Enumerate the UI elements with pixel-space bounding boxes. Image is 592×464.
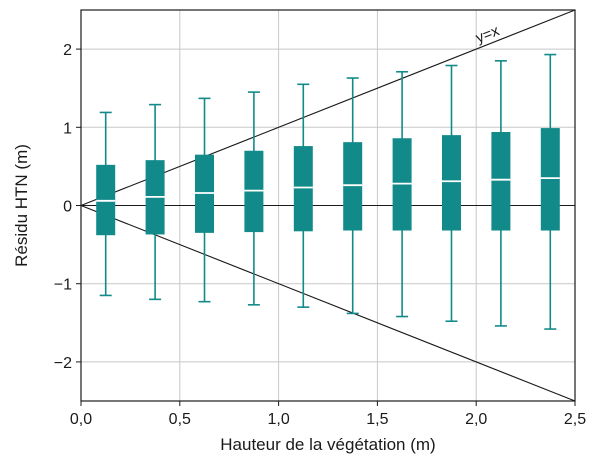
x-axis-label: Hauteur de la végétation (m) (220, 435, 435, 454)
y-axis-label: Résidu HTN (m) (12, 144, 31, 267)
box-iqr (491, 131, 511, 231)
box-group (244, 91, 264, 306)
box-group (392, 70, 412, 318)
box-iqr (442, 135, 461, 231)
y-tick-label: 1 (63, 120, 72, 137)
box-group (293, 83, 313, 308)
x-tick-label: 2,5 (564, 411, 586, 428)
reference-line-y-equals-minus-x (80, 204, 576, 402)
x-tick-label: 2,0 (465, 411, 487, 428)
box-group (195, 97, 214, 303)
box-group (491, 60, 511, 327)
y-tick-label: 0 (63, 199, 72, 216)
x-tick-label: 1,5 (366, 411, 388, 428)
box-group (145, 103, 165, 301)
x-tick-label: 0,0 (70, 411, 92, 428)
box-iqr (293, 146, 313, 232)
box-group (343, 77, 363, 315)
y-tick-label: 2 (63, 42, 72, 59)
reference-line-label: y=x (473, 22, 502, 47)
box-group (442, 64, 461, 323)
box-group (540, 53, 560, 330)
box-group (96, 111, 116, 297)
y-tick-label: −1 (54, 277, 72, 294)
box-iqr (343, 142, 363, 231)
boxes (96, 53, 560, 330)
y-tick-label: −2 (54, 355, 72, 372)
x-tick-label: 0,5 (169, 411, 191, 428)
x-tick-label: 1,0 (267, 411, 289, 428)
box-iqr (540, 128, 560, 231)
ticks: 0,0 0,5 1,0 1,5 2,0 2,5 −2 −1 0 1 2 (54, 42, 586, 428)
